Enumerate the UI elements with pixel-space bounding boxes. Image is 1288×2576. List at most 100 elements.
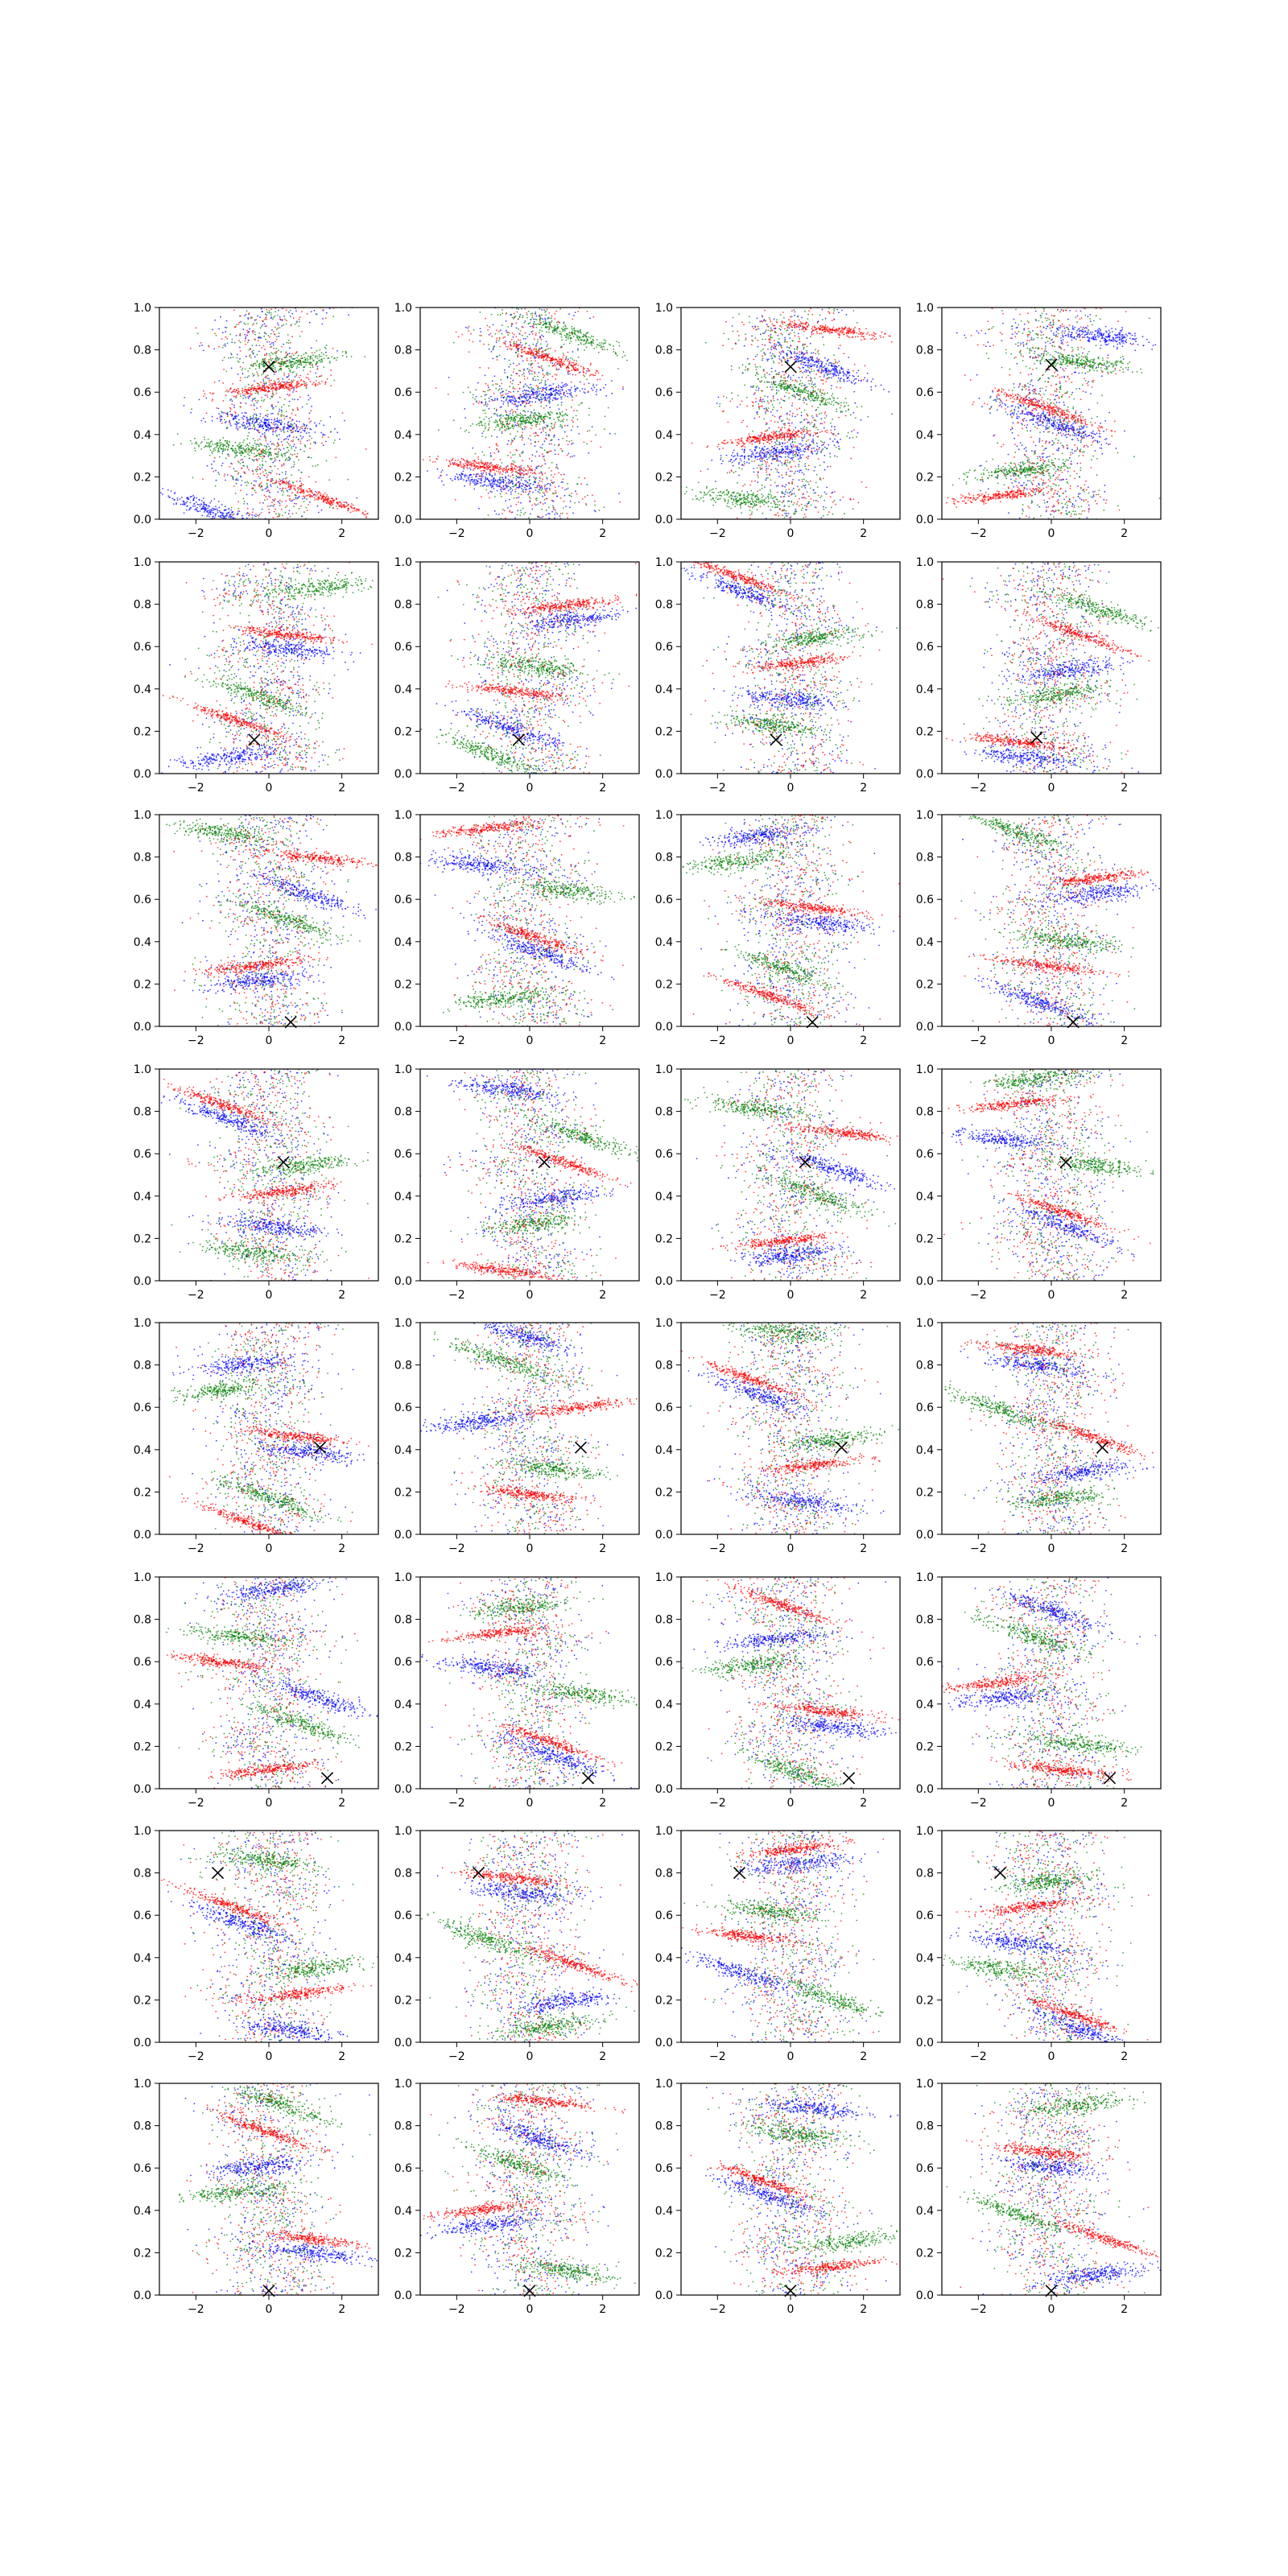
point-red (315, 494, 316, 496)
point-green (291, 446, 292, 448)
point-green (499, 419, 501, 420)
point-blue (246, 494, 248, 496)
point-blue (525, 320, 526, 322)
point-red (272, 393, 274, 394)
point-blue (231, 341, 233, 343)
point-red (557, 369, 559, 371)
point-blue (476, 484, 477, 485)
point-red (311, 491, 312, 493)
point-blue (271, 342, 273, 344)
point-green (310, 357, 312, 359)
point-blue (254, 320, 256, 321)
point-blue (488, 485, 489, 486)
point-red (567, 517, 568, 518)
point-green (277, 486, 279, 488)
point-green (499, 428, 501, 430)
point-blue (278, 310, 279, 312)
point-blue (186, 497, 188, 498)
point-blue (273, 422, 275, 423)
point-green (549, 393, 551, 394)
point-blue (260, 419, 262, 421)
point-blue (552, 383, 554, 385)
point-red (325, 502, 327, 504)
point-blue (314, 310, 316, 312)
point-red (317, 497, 319, 499)
point-green (516, 352, 518, 353)
point-blue (521, 488, 522, 489)
point-green (283, 373, 285, 374)
point-green (307, 359, 308, 361)
point-green (296, 374, 298, 375)
point-red (537, 352, 539, 353)
point-blue (573, 315, 575, 316)
point-blue (259, 426, 261, 427)
point-green (329, 361, 331, 362)
point-red (289, 382, 291, 383)
point-red (539, 485, 540, 486)
point-blue (174, 493, 175, 494)
point-red (555, 368, 557, 369)
point-red (263, 345, 265, 347)
point-red (247, 467, 249, 469)
point-red (549, 451, 551, 452)
point-green (227, 444, 229, 445)
point-red (254, 456, 255, 457)
point-blue (500, 483, 502, 485)
point-red (571, 493, 572, 494)
point-red (583, 371, 584, 373)
point-green (294, 453, 295, 455)
point-red (555, 365, 556, 367)
point-red (287, 382, 289, 383)
point-green (263, 401, 265, 402)
point-blue (532, 378, 534, 379)
point-green (481, 396, 482, 398)
point-blue (265, 325, 266, 327)
point-blue (329, 416, 331, 418)
point-blue (553, 436, 555, 438)
point-red (275, 351, 277, 353)
point-blue (279, 488, 281, 489)
point-green (290, 310, 291, 312)
point-red (335, 457, 336, 459)
point-red (456, 332, 457, 333)
point-red (309, 494, 311, 496)
point-green (303, 361, 304, 363)
point-blue (517, 510, 518, 512)
point-red (299, 377, 300, 378)
point-green (605, 415, 606, 417)
point-blue (544, 396, 546, 398)
point-blue (260, 413, 262, 415)
point-green (513, 318, 514, 320)
point-green (534, 481, 535, 482)
point-green (324, 347, 326, 349)
point-green (255, 363, 257, 365)
point-blue (469, 468, 471, 469)
point-green (275, 316, 276, 317)
point-blue (242, 373, 244, 374)
point-green (314, 352, 316, 353)
point-red (278, 362, 279, 364)
point-blue (502, 403, 504, 405)
point-blue (546, 341, 547, 343)
point-green (247, 370, 249, 372)
point-red (316, 385, 317, 386)
point-red (312, 383, 313, 385)
point-green (279, 478, 281, 480)
point-green (292, 364, 294, 365)
point-green (252, 517, 254, 518)
point-green (303, 353, 305, 355)
point-green (544, 382, 546, 384)
point-red (510, 382, 511, 383)
point-blue (534, 321, 535, 323)
point-red (541, 339, 543, 341)
point-blue (203, 506, 204, 508)
point-blue (324, 434, 326, 436)
point-red (225, 336, 227, 338)
point-green (242, 452, 244, 454)
point-green (250, 419, 251, 421)
point-red (324, 383, 326, 385)
point-green (551, 317, 552, 319)
point-red (577, 369, 579, 371)
point-red (261, 347, 262, 349)
point-red (533, 349, 535, 351)
